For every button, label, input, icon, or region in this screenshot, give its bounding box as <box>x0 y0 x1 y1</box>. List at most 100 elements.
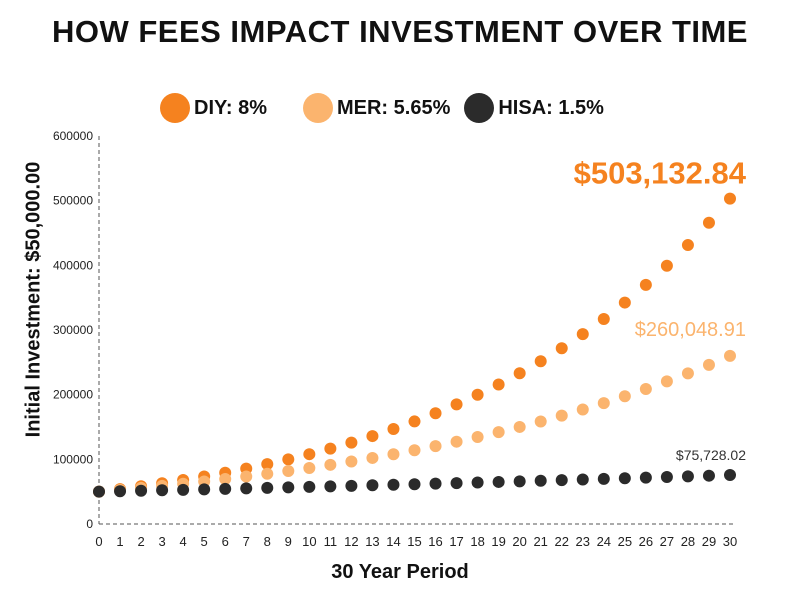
legend: DIY: 8% MER: 5.65% HISA: 1.5% <box>160 90 618 126</box>
data-point-diy <box>618 296 631 309</box>
data-point-mer <box>303 461 316 474</box>
legend-label: HISA: 1.5% <box>498 96 604 119</box>
legend-dot-icon <box>160 93 190 123</box>
data-point-diy <box>639 278 652 291</box>
data-point-mer <box>324 458 337 471</box>
data-point-hisa <box>387 478 400 491</box>
data-point-mer <box>639 383 652 396</box>
legend-item-hisa: HISA: 1.5% <box>464 93 604 123</box>
x-tick-label: 18 <box>470 534 484 549</box>
data-point-hisa <box>93 485 105 498</box>
data-point-mer <box>429 440 442 453</box>
data-point-hisa <box>534 474 547 487</box>
x-tick-label: 5 <box>201 534 208 549</box>
data-point-hisa <box>366 479 379 492</box>
data-point-hisa <box>219 482 232 495</box>
data-point-diy <box>681 239 694 252</box>
x-tick-label: 25 <box>618 534 632 549</box>
data-point-mer <box>555 409 568 422</box>
data-point-diy <box>702 216 715 229</box>
data-point-hisa <box>177 483 190 496</box>
data-point-diy <box>534 355 547 368</box>
data-point-hisa <box>114 485 127 498</box>
x-tick-label: 24 <box>597 534 611 549</box>
x-tick-label: 21 <box>533 534 547 549</box>
data-point-diy <box>429 407 442 420</box>
data-point-diy <box>408 415 421 428</box>
data-point-diy <box>492 378 505 391</box>
data-point-hisa <box>492 475 505 488</box>
x-axis-label: 30 Year Period <box>331 561 469 583</box>
data-point-hisa <box>261 481 274 494</box>
x-tick-label: 12 <box>344 534 358 549</box>
data-point-mer <box>513 420 526 433</box>
x-tick-label: 8 <box>264 534 271 549</box>
data-point-diy <box>282 453 295 466</box>
data-point-hisa <box>429 477 442 490</box>
x-tick-label: 26 <box>639 534 653 549</box>
data-point-mer <box>471 431 484 444</box>
x-tick-label: 3 <box>158 534 165 549</box>
x-tick-label: 30 <box>723 534 737 549</box>
data-point-hisa <box>660 471 673 484</box>
data-point-hisa <box>471 476 484 489</box>
data-point-mer <box>219 473 232 486</box>
y-tick-label: 300000 <box>53 323 93 337</box>
data-point-mer <box>681 367 694 380</box>
x-tick-label: 16 <box>428 534 442 549</box>
legend-label: DIY: 8% <box>194 96 267 119</box>
data-point-hisa <box>618 472 631 485</box>
x-tick-label: 28 <box>681 534 695 549</box>
data-point-mer <box>387 448 400 461</box>
data-point-hisa <box>702 469 715 482</box>
x-tick-label: 29 <box>702 534 716 549</box>
data-point-mer <box>618 390 631 403</box>
data-point-mer <box>660 375 673 388</box>
x-tick-label: 22 <box>554 534 568 549</box>
data-point-diy <box>303 448 316 461</box>
data-point-mer <box>597 397 610 410</box>
x-tick-label: 23 <box>576 534 590 549</box>
data-point-diy <box>555 342 568 355</box>
legend-label: MER: 5.65% <box>336 96 451 119</box>
data-point-hisa <box>135 484 148 497</box>
data-point-hisa <box>513 475 526 488</box>
end-value-label: $503,132.84 <box>574 156 747 191</box>
data-point-hisa <box>156 484 169 497</box>
legend-dot-icon <box>302 93 333 123</box>
data-point-diy <box>513 367 526 380</box>
legend-item-mer: MER: 5.65% <box>302 93 451 123</box>
data-point-hisa <box>681 470 694 483</box>
x-tick-label: 20 <box>512 534 526 549</box>
x-tick-label: 13 <box>365 534 379 549</box>
x-tick-label: 19 <box>491 534 505 549</box>
x-tick-label: 0 <box>95 534 102 549</box>
data-point-mer <box>450 435 463 448</box>
data-point-mer <box>261 467 274 480</box>
x-tick-label: 14 <box>386 534 400 549</box>
x-tick-label: 15 <box>407 534 421 549</box>
data-point-mer <box>534 415 547 428</box>
data-point-diy <box>366 430 379 443</box>
data-point-mer <box>345 455 358 468</box>
y-tick-label: 0 <box>86 517 93 531</box>
x-tick-label: 6 <box>222 534 229 549</box>
data-point-diy <box>724 192 736 205</box>
data-point-hisa <box>324 480 337 493</box>
data-point-hisa <box>345 479 358 492</box>
data-point-diy <box>471 388 484 401</box>
data-point-mer <box>282 464 295 477</box>
x-tick-label: 1 <box>116 534 123 549</box>
data-point-mer <box>240 470 253 483</box>
legend-item-diy: DIY: 8% <box>160 93 267 123</box>
chart-title: HOW FEES IMPACT INVESTMENT OVER TIME <box>51 14 748 49</box>
end-value-label: $260,048.91 <box>635 319 746 341</box>
data-point-diy <box>345 436 358 449</box>
x-tick-label: 7 <box>243 534 250 549</box>
data-point-hisa <box>555 474 568 487</box>
data-point-hisa <box>198 483 211 496</box>
data-point-hisa <box>282 481 295 494</box>
data-point-hisa <box>240 482 253 495</box>
data-point-diy <box>660 259 673 272</box>
